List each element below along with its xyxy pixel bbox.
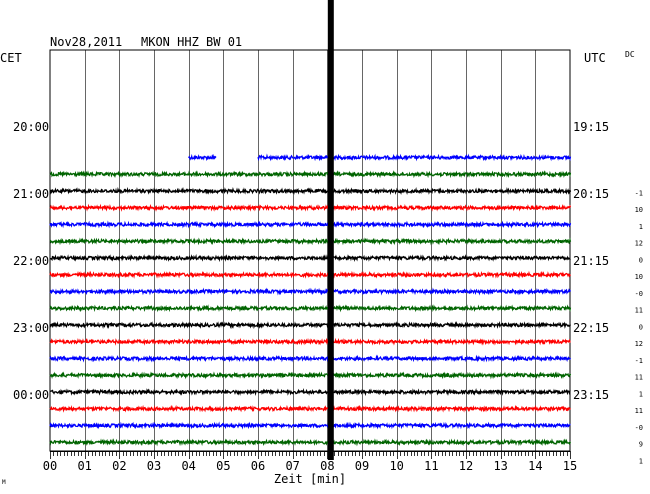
right-axis-label: UTC <box>584 51 606 65</box>
x-tick-label: 02 <box>112 459 126 473</box>
trace-red <box>49 270 572 279</box>
dc-value: 11 <box>635 307 643 315</box>
trace-blue <box>257 153 572 162</box>
right-time-tick: 21:15 <box>573 254 609 268</box>
trace-green <box>49 170 572 179</box>
dc-value: -0 <box>635 424 643 432</box>
trace-red <box>49 337 571 346</box>
x-tick-label: 06 <box>251 459 265 473</box>
left-time-tick: 22:00 <box>13 254 49 268</box>
dc-value: 1 <box>639 457 643 465</box>
x-tick-label: 10 <box>389 459 403 473</box>
trace-green <box>49 237 572 246</box>
header-station: MKON HHZ BW 01 <box>141 35 242 49</box>
dc-value: -0 <box>635 290 643 298</box>
left-time-tick: 00:00 <box>13 388 49 402</box>
x-tick-label: 08 <box>320 459 334 473</box>
left-time-tick: 21:00 <box>13 187 49 201</box>
dc-value: -1 <box>635 189 643 197</box>
trace-red <box>49 404 571 413</box>
x-tick-label: 13 <box>493 459 507 473</box>
dc-value: 12 <box>635 340 643 348</box>
x-tick-label: 00 <box>43 459 57 473</box>
trace-red <box>49 203 572 212</box>
x-tick-label: 04 <box>181 459 195 473</box>
x-tick-label: 09 <box>355 459 369 473</box>
corner-mark: M <box>2 479 6 486</box>
x-tick-label: 15 <box>563 459 577 473</box>
header-date: Nov28,2011 <box>50 35 122 49</box>
left-time-tick: 23:00 <box>13 321 49 335</box>
trace-green <box>49 371 572 380</box>
trace-green <box>49 304 572 313</box>
dc-value: 1 <box>639 390 643 398</box>
dc-value: 11 <box>635 374 643 382</box>
x-tick-label: 07 <box>285 459 299 473</box>
right-time-tick: 19:15 <box>573 120 609 134</box>
x-tick-label: 14 <box>528 459 542 473</box>
left-axis-label: CET <box>0 51 22 65</box>
dc-value: 10 <box>635 206 643 214</box>
tick-labels: -110112010-011012-111111-09120:0021:0022… <box>13 120 643 473</box>
event-marker <box>327 0 334 460</box>
x-tick-label: 01 <box>77 459 91 473</box>
right-time-tick: 23:15 <box>573 388 609 402</box>
trace-blue <box>49 287 572 296</box>
x-axis-label: Zeit [min] <box>274 472 346 486</box>
dc-value: 9 <box>639 441 643 449</box>
trace-black <box>49 387 571 397</box>
dc-value: 1 <box>639 223 643 231</box>
trace-layer <box>49 153 572 447</box>
dc-label: DC <box>625 50 635 59</box>
trace-blue <box>49 354 572 363</box>
trace-black <box>49 186 572 196</box>
event-marker-layer <box>327 0 334 460</box>
dc-value: 0 <box>639 323 643 331</box>
dc-value: -1 <box>635 357 643 365</box>
x-tick-label: 11 <box>424 459 438 473</box>
dc-value: 12 <box>635 240 643 248</box>
trace-blue <box>49 220 572 229</box>
x-tick-label: 12 <box>459 459 473 473</box>
x-tick-label: 03 <box>147 459 161 473</box>
trace-green <box>49 438 572 447</box>
left-time-tick: 20:00 <box>13 120 49 134</box>
trace-black <box>49 253 571 263</box>
dc-value: 11 <box>635 407 643 415</box>
right-time-tick: 22:15 <box>573 321 609 335</box>
dc-value: 0 <box>639 256 643 264</box>
axis-layer <box>50 451 571 459</box>
trace-blue <box>49 421 571 430</box>
trace-blue <box>188 153 217 162</box>
x-tick-label: 05 <box>216 459 230 473</box>
trace-black <box>49 321 572 330</box>
dc-value: 10 <box>635 273 643 281</box>
right-time-tick: 20:15 <box>573 187 609 201</box>
